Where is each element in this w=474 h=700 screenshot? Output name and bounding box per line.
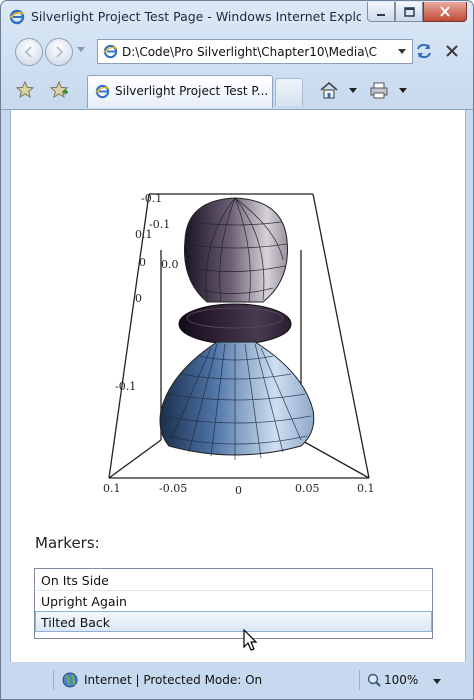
navigation-bar: D:\Code\Pro Silverlight\Chapter10\Media\… [1, 33, 473, 69]
back-button[interactable] [15, 38, 43, 66]
recent-pages-dropdown[interactable] [77, 47, 85, 52]
maximize-icon [403, 6, 415, 17]
axis-label-bottom-4: 0.05 [295, 482, 320, 495]
status-bar: Internet | Protected Mode: On 100% [1, 662, 473, 699]
bottom-lobe-mesh [162, 343, 312, 460]
axis-label-top-1: -0.1 [141, 192, 162, 205]
forward-button[interactable] [45, 38, 73, 66]
axis-label-left-2: 0 [139, 256, 146, 269]
security-zone-text[interactable]: Internet | Protected Mode: On [84, 673, 263, 687]
minimize-icon [377, 13, 385, 16]
axis-label-bottom-5: 0.1 [357, 482, 375, 495]
top-lobe-mesh [186, 197, 288, 303]
minimize-button[interactable] [367, 2, 395, 22]
zoom-dropdown[interactable] [433, 679, 441, 684]
axis-label-left-1: 0.1 [135, 228, 153, 241]
print-dropdown[interactable] [399, 88, 407, 93]
top-lobe-shape [183, 197, 288, 303]
tab-page-icon [95, 84, 110, 99]
mouse-cursor-icon [243, 629, 258, 651]
axis-label-bottom-2: -0.05 [159, 482, 187, 495]
print-icon[interactable] [369, 81, 389, 99]
list-item-on-its-side[interactable]: On Its Side [41, 573, 109, 588]
forward-arrow-icon [56, 46, 64, 58]
axis-label-left-3: 0.0 [161, 258, 179, 271]
bottom-lobe-shape [159, 341, 315, 456]
favorites-star-icon[interactable] [15, 80, 35, 100]
maximize-button[interactable] [395, 2, 423, 22]
tab-label: Silverlight Project Test P... [115, 84, 267, 98]
axis-label-left-4: 0 [135, 292, 142, 305]
stop-icon[interactable] [441, 41, 463, 61]
close-button[interactable] [423, 2, 467, 22]
close-icon [440, 6, 450, 17]
address-dropdown[interactable] [398, 49, 406, 54]
address-bar[interactable]: D:\Code\Pro Silverlight\Chapter10\Media\… [97, 39, 413, 64]
markers-listbox[interactable]: On Its Side Upright Again Tilted Back [34, 568, 433, 639]
axis-label-bottom-3: 0 [235, 484, 242, 497]
silverlight-3d-scene: -0.1 -0.1 0.1 0 0.0 0 -0.1 0.1 -0.05 0 0… [103, 192, 375, 497]
refresh-icon[interactable] [413, 41, 435, 61]
ie-icon [9, 9, 25, 25]
tab-bar: Silverlight Project Test P... [1, 69, 473, 110]
list-item-upright-again[interactable]: Upright Again [35, 590, 432, 611]
home-dropdown[interactable] [349, 88, 357, 93]
axis-label-bottom-1: 0.1 [103, 482, 121, 495]
address-text: D:\Code\Pro Silverlight\Chapter10\Media\… [122, 44, 377, 59]
axis-label-left-5: -0.1 [115, 380, 136, 393]
list-item-tilted-back[interactable]: Tilted Back [35, 611, 432, 632]
new-tab-button[interactable] [275, 78, 303, 106]
zoom-level[interactable]: 100% [384, 673, 419, 687]
back-arrow-icon [24, 46, 32, 58]
window-title: Silverlight Project Test Page - Windows … [31, 9, 361, 24]
add-favorites-icon[interactable] [49, 80, 69, 100]
markers-label: Markers: [35, 534, 100, 552]
title-bar[interactable]: Silverlight Project Test Page - Windows … [1, 1, 473, 33]
internet-globe-icon [62, 672, 78, 688]
zoom-icon[interactable] [367, 673, 381, 687]
page-content: -0.1 -0.1 0.1 0 0.0 0 -0.1 0.1 -0.05 0 0… [10, 110, 466, 662]
page-icon [103, 44, 118, 59]
home-icon[interactable] [319, 81, 339, 99]
axis-label-top-2: -0.1 [149, 218, 170, 231]
tab-silverlight-test-page[interactable]: Silverlight Project Test P... [87, 75, 273, 108]
